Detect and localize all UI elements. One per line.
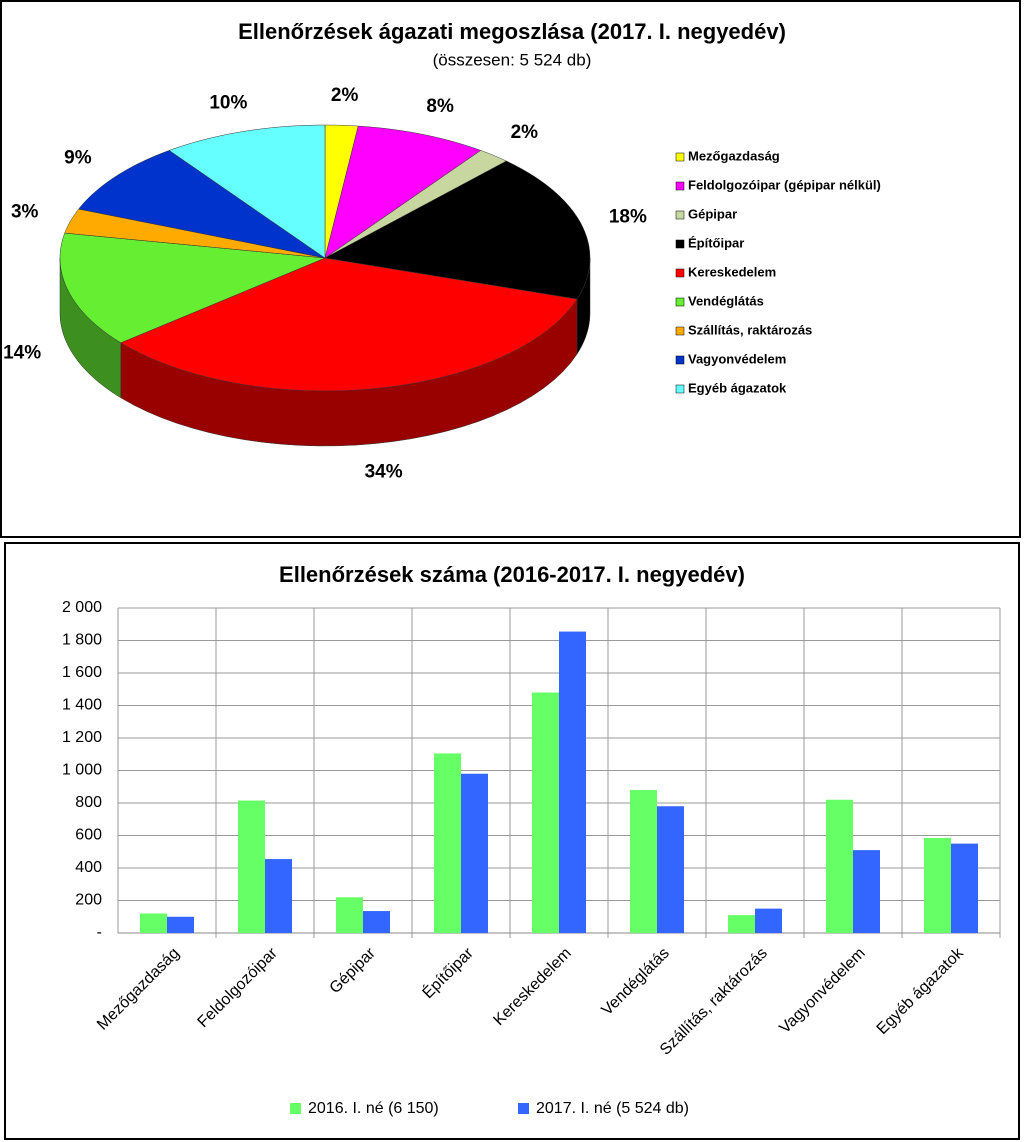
legend-label: Szállítás, raktározás: [688, 322, 812, 337]
data-label: 8%: [426, 96, 454, 117]
legend-swatch: [675, 210, 685, 220]
bar-title: Ellenőrzések száma (2016-2017. I. negyed…: [279, 562, 745, 587]
legend-swatch: [675, 181, 685, 191]
legend-label: 2016. I. né (6 150): [308, 1100, 439, 1117]
legend-swatch: [675, 268, 685, 278]
legend-label: Építőipar: [688, 235, 744, 250]
bar: [559, 631, 586, 933]
legend-swatch: [675, 355, 685, 365]
pie-slice: [168, 124, 326, 259]
y-tick-label: 1 600: [62, 664, 102, 681]
data-label: 2%: [331, 85, 359, 106]
pie-slice: [59, 232, 326, 344]
data-label: 9%: [64, 148, 92, 169]
bar: [826, 799, 853, 933]
bar: [728, 915, 755, 933]
pie-slice: [324, 160, 591, 300]
bar: [755, 908, 782, 933]
bar: [140, 913, 167, 933]
bar: [924, 837, 951, 933]
y-tick-label: 200: [75, 892, 102, 909]
legend-swatch: [675, 297, 685, 307]
pie-slice: [120, 257, 578, 392]
y-tick-label: 800: [75, 794, 102, 811]
bar: [461, 773, 488, 933]
legend-label: Gépipar: [688, 206, 737, 221]
data-label: 2%: [511, 122, 539, 143]
pie-slice: [64, 208, 326, 259]
pie-subtitle: (összesen: 5 524 db): [433, 50, 592, 69]
data-label: 34%: [365, 461, 403, 482]
pie-chart: 2% 8% 2% 18% 34% 14% 3% 9% 10% Mezőgazdaság Feldol…: [3, 85, 881, 482]
legend-swatch: [675, 326, 685, 336]
y-tick-label: 2 000: [62, 599, 102, 616]
legend-swatch: [675, 239, 685, 249]
bar: [238, 800, 265, 933]
y-tick-label: 1 200: [62, 729, 102, 746]
bar: [853, 850, 880, 933]
bar: [630, 790, 657, 933]
legend-swatch: [675, 152, 685, 162]
legend-swatch: [518, 1103, 529, 1114]
bar: [336, 897, 363, 933]
legend-label: Mezőgazdaság: [688, 148, 780, 163]
legend-label: Feldolgozóipar (gépipar nélkül): [688, 177, 881, 192]
bar: [265, 859, 292, 933]
legend-label: Egyéb ágazatok: [688, 380, 787, 395]
legend-label: Vendéglátás: [688, 293, 764, 308]
legend-label: Kereskedelem: [688, 264, 776, 279]
y-tick-label: 1 000: [62, 762, 102, 779]
legend-label: Vagyonvédelem: [688, 351, 786, 366]
bar: [657, 806, 684, 933]
bar-panel: [4, 542, 1020, 1140]
y-tick-label: 400: [75, 859, 102, 876]
pie-slice: [78, 150, 326, 259]
data-label: 14%: [3, 342, 41, 363]
pie-title: Ellenőrzések ágazati megoszlása (2017. I…: [238, 19, 786, 44]
pie-slice: [324, 125, 482, 259]
bar: [434, 753, 461, 933]
data-label: 18%: [609, 207, 647, 228]
y-tick-label: 1 400: [62, 697, 102, 714]
legend-swatch: [290, 1103, 301, 1114]
data-label: 10%: [209, 93, 247, 114]
bar: [363, 911, 390, 933]
legend-swatch: [675, 384, 685, 394]
bar: [167, 916, 194, 933]
y-tick-label: 600: [75, 827, 102, 844]
bar: [532, 692, 559, 933]
y-tick-label: -: [97, 924, 102, 941]
legend-label: 2017. I. né (5 524 db): [536, 1100, 689, 1117]
y-tick-label: 1 800: [62, 632, 102, 649]
bar: [951, 843, 978, 933]
data-label: 3%: [11, 202, 39, 223]
pie-slice: [324, 150, 507, 259]
